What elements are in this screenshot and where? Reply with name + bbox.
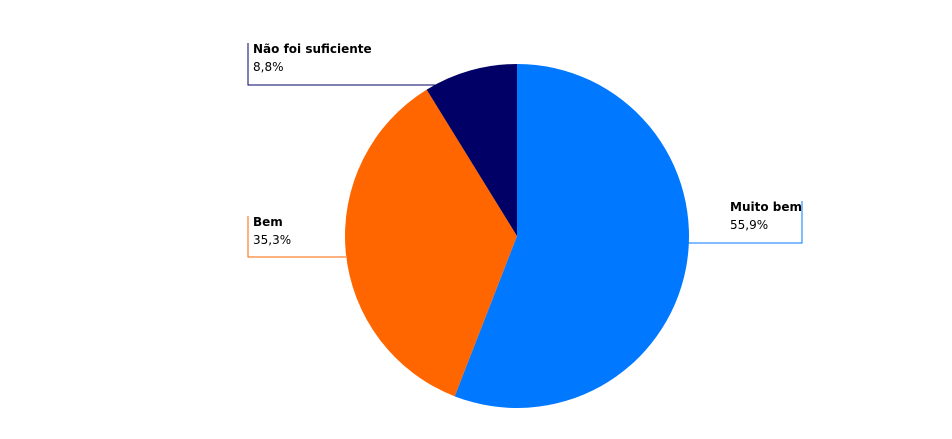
- leader-line: [247, 43, 436, 86]
- slice-label: Muito bem: [730, 200, 802, 214]
- leader-line: [247, 216, 346, 258]
- pie-slice: [426, 64, 517, 236]
- slice-label: Não foi suficiente: [253, 42, 372, 56]
- pie-slice: [454, 64, 689, 408]
- slice-label: Bem: [253, 215, 283, 229]
- value-label: 55,9%: [730, 218, 768, 232]
- value-label: 35,3%: [253, 233, 291, 247]
- pie-slice: [345, 89, 517, 397]
- value-label: 8,8%: [253, 60, 284, 74]
- leader-line: [688, 201, 803, 244]
